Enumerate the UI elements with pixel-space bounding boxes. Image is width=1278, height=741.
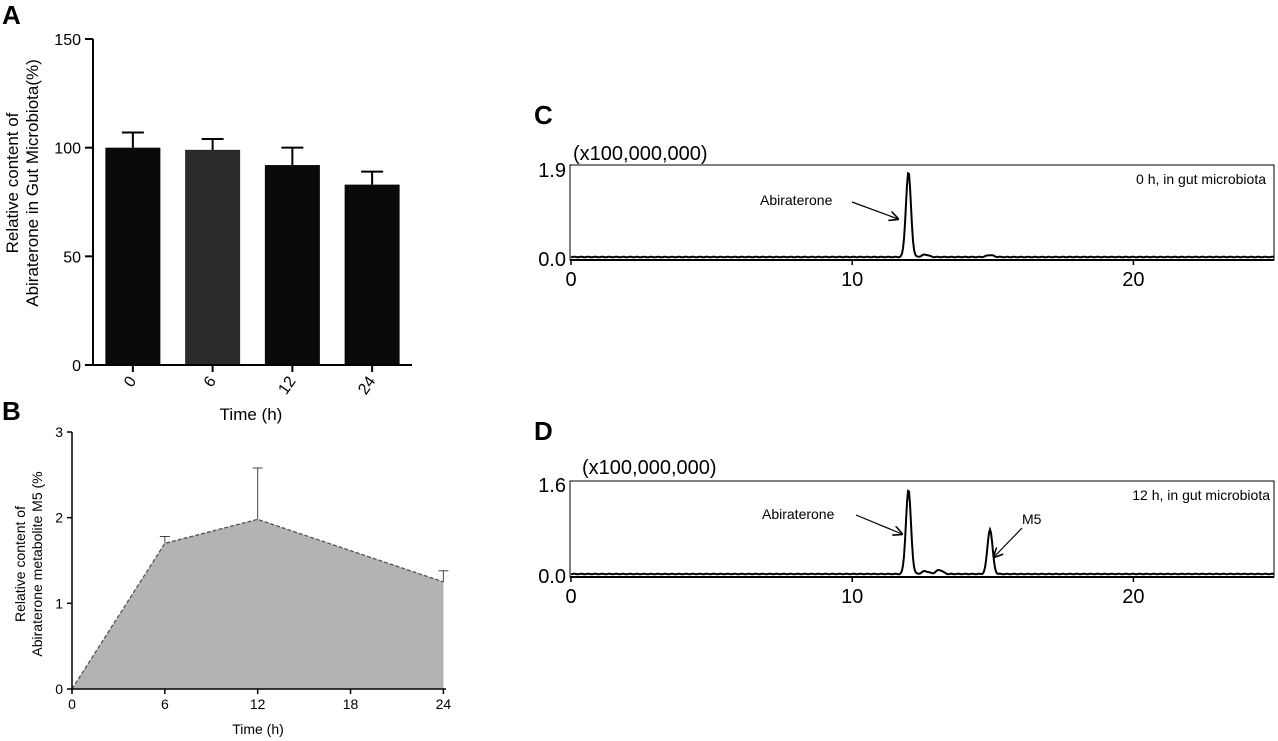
panel-label-a: A [2,0,21,30]
x-tick-label: 6 [201,373,220,390]
x-tick-label: 20 [1122,586,1144,608]
x-tick-label: 0 [68,696,76,712]
y-tick-label: 100 [54,141,81,158]
x-axis-label: Time (h) [220,405,283,424]
series-line [71,518,444,690]
x-axis-label: Time (h) [232,721,284,737]
y-tick-max: 1.9 [538,160,566,182]
x-tick-label: 10 [841,269,863,291]
peak-arrow-abiraterone [851,201,898,219]
y-axis-label-line2: Abiraterone metabolite M5 (% [29,471,45,656]
x-tick-label: 0 [565,269,576,291]
bar-12 [264,165,320,365]
y-tick-label: 3 [55,424,63,440]
x-ticks: 0 6 12 24 [121,365,379,398]
area-fill [72,519,444,689]
chart-d: (x100,000,000) 1.6 0.0 0 10 20 12 h, in gu… [538,457,1275,608]
y-tick-label: 50 [63,249,81,266]
x-tick-label: 0 [565,586,576,608]
bars [105,147,400,365]
condition-annotation: 12 h, in gut microbiota [1132,487,1270,503]
y-tick-label: 0 [72,358,81,375]
x-tick-label: 10 [841,586,863,608]
x-ticks: 0 10 20 [565,260,1145,291]
x-tick-label: 6 [161,696,169,712]
y-ticks: 0 50 100 150 [54,32,93,375]
bar-6 [185,149,241,365]
x-ticks: 0 10 20 [565,577,1145,608]
peak-label-abiraterone: Abiraterone [760,192,833,208]
scale-label: (x100,000,000) [582,457,717,479]
peak-arrow-abiraterone [855,514,902,534]
y-axis-label-line1: Relative content of [12,506,28,622]
y-tick-label: 0 [55,681,63,697]
chromatogram-trace [570,171,1275,259]
y-axis-label-line2: Abiraterone in Gut Microbiota(%) [23,59,42,307]
scale-label: (x100,000,000) [573,143,708,165]
condition-annotation: 0 h, in gut microbiota [1136,171,1266,187]
bar-0 [105,147,161,365]
y-tick-zero: 0.0 [538,249,566,271]
chart-a: 0 50 100 150 0 6 12 24 Time (h) Relative conte… [3,32,412,424]
panel-label-b: B [2,396,21,426]
peak-label-abiraterone: Abiraterone [762,506,835,522]
panel-label-d: D [534,416,553,446]
x-tick-label: 18 [343,696,359,712]
error-bars [121,131,384,185]
y-axis-label-line1: Relative content of [3,112,22,253]
x-tick-label: 20 [1122,269,1144,291]
peak-arrow-m5 [994,527,1023,557]
x-tick-label: 0 [121,373,140,390]
x-ticks: 0 6 12 18 24 [68,689,451,712]
chart-c: (x100,000,000) 1.9 0.0 0 10 20 0 h, in gut… [538,143,1275,291]
error-bars [159,467,449,582]
y-tick-label: 1 [55,595,63,611]
x-tick-label: 24 [436,696,452,712]
y-tick-max: 1.6 [538,475,566,497]
chromatogram-trace [570,489,1275,576]
y-ticks: 0 1 2 3 [55,424,72,697]
panel-label-c: C [534,100,553,130]
y-tick-label: 150 [54,32,81,49]
x-tick-label: 24 [355,373,379,397]
y-tick-label: 2 [55,510,63,526]
x-tick-label: 12 [276,373,300,397]
peak-label-m5: M5 [1022,511,1042,527]
x-tick-label: 12 [250,696,266,712]
y-tick-zero: 0.0 [538,566,566,588]
bar-24 [344,184,400,365]
